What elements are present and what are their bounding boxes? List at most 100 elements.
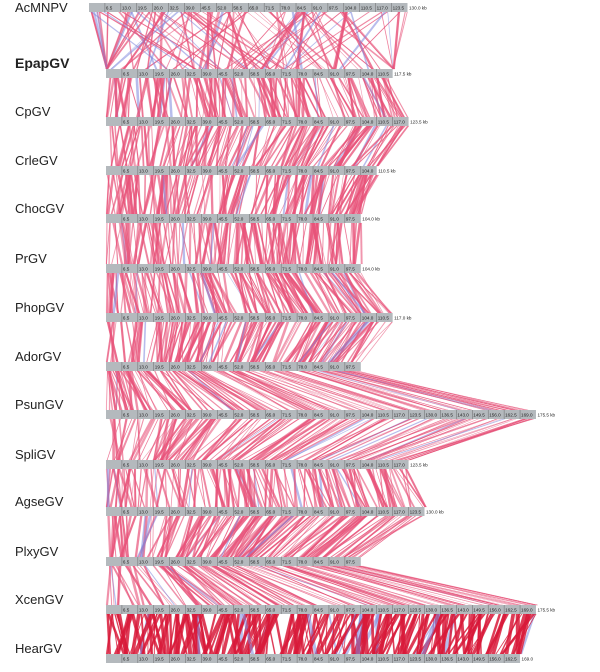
links-adorgv-psungv — [105, 370, 529, 411]
tick-label: 39.0 — [203, 413, 212, 418]
tick-label: 58.5 — [250, 413, 259, 418]
tick-label: 84.5 — [314, 267, 323, 272]
tick-label: 13.0 — [139, 72, 148, 77]
tick-label: 97.5 — [346, 365, 355, 370]
tick-label: 26.0 — [171, 72, 180, 77]
tick-label: 91.0 — [330, 316, 339, 321]
tick-label: 91.0 — [330, 463, 339, 468]
tick-label: 58.5 — [250, 217, 259, 222]
tick-label: 136.5 — [441, 608, 453, 613]
genome-name-agsegv: AgseGV — [15, 494, 64, 509]
tick-label: 84.5 — [314, 560, 323, 565]
direct-match-link — [213, 77, 217, 118]
tick-label: 65.0 — [266, 657, 275, 662]
tick-label: 78.0 — [298, 560, 307, 565]
tick-label: 97.5 — [346, 510, 355, 515]
tick-label: 65.0 — [266, 365, 275, 370]
direct-match-link — [117, 565, 120, 606]
tick-label: 104.0 — [345, 6, 357, 11]
tick-label: 58.5 — [250, 72, 259, 77]
tick-label: 84.5 — [314, 316, 323, 321]
tick-label: 143.0 — [457, 657, 469, 662]
tick-label: 45.5 — [218, 217, 227, 222]
tick-label: 104.0 — [362, 510, 374, 515]
tick-label: 97.5 — [346, 316, 355, 321]
tick-label: 84.5 — [314, 413, 323, 418]
direct-match-link — [210, 174, 214, 215]
genome-size-label: 175.5 kb — [537, 608, 555, 613]
direct-match-link — [295, 77, 298, 118]
tick-label: 104.0 — [362, 463, 374, 468]
tick-label: 110.5 — [378, 463, 390, 468]
tick-label: 110.5 — [378, 657, 390, 662]
tick-label: 71.5 — [265, 6, 274, 11]
tick-label: 78.0 — [298, 316, 307, 321]
direct-match-link — [107, 515, 112, 558]
tick-label: 71.5 — [282, 608, 291, 613]
tick-label: 45.5 — [218, 72, 227, 77]
tick-label: 39.0 — [203, 267, 212, 272]
tick-label: 19.5 — [155, 72, 164, 77]
inverted-match-link — [167, 77, 173, 118]
links-prgv-phopgv — [105, 272, 393, 314]
tick-label: 52.0 — [234, 413, 243, 418]
tick-label: 39.0 — [203, 657, 212, 662]
tick-label: 91.0 — [330, 413, 339, 418]
genome-name-chocgv: ChocGV — [15, 201, 64, 216]
tick-label: 84.5 — [297, 6, 306, 11]
tick-label: 117.0 — [394, 510, 406, 515]
tick-label: 6.5 — [123, 365, 130, 370]
tick-label: 39.0 — [186, 6, 195, 11]
tick-label: 84.5 — [314, 120, 323, 125]
tick-label: 32.5 — [187, 120, 196, 125]
tick-label: 19.5 — [155, 365, 164, 370]
tick-label: 110.5 — [378, 120, 390, 125]
links-chocgv-prgv — [105, 222, 363, 265]
genome-size-label: 117.0 kb — [394, 316, 412, 321]
tick-label: 6.5 — [106, 6, 113, 11]
tick-label: 91.0 — [330, 608, 339, 613]
tick-label: 91.0 — [330, 510, 339, 515]
tick-label: 39.0 — [203, 169, 212, 174]
tick-label: 26.0 — [171, 510, 180, 515]
links-crlegv-chocgv — [105, 174, 380, 215]
tick-label: 97.5 — [346, 463, 355, 468]
tick-label: 26.0 — [171, 120, 180, 125]
tick-label: 117.0 — [377, 6, 389, 11]
genome-bar-spligv — [106, 460, 409, 469]
tick-label: 78.0 — [298, 608, 307, 613]
genome-bar-xcengv — [106, 605, 536, 614]
tick-label: 45.5 — [218, 608, 227, 613]
tick-label: 6.5 — [123, 120, 130, 125]
tick-label: 71.5 — [282, 365, 291, 370]
tick-label: 6.5 — [123, 267, 130, 272]
tick-label: 39.0 — [203, 120, 212, 125]
tick-label: 123.5 — [393, 6, 405, 11]
tick-label: 19.5 — [155, 217, 164, 222]
direct-match-link — [253, 77, 257, 118]
tick-label: 58.5 — [250, 657, 259, 662]
tick-label: 91.0 — [330, 267, 339, 272]
genome-name-acmnpv: AcMNPV — [15, 0, 68, 15]
tick-label: 136.5 — [441, 657, 453, 662]
tick-label: 13.0 — [139, 365, 148, 370]
tick-label: 32.5 — [187, 657, 196, 662]
genome-bar-psungv — [106, 410, 536, 419]
tick-label: 58.5 — [250, 169, 259, 174]
tick-label: 110.5 — [378, 413, 390, 418]
genome-name-psungv: PsunGV — [15, 397, 64, 412]
tick-label: 52.0 — [234, 510, 243, 515]
tick-label: 123.5 — [410, 510, 422, 515]
tick-label: 84.5 — [314, 608, 323, 613]
tick-label: 52.0 — [234, 316, 243, 321]
tick-label: 71.5 — [282, 169, 291, 174]
tick-label: 65.0 — [266, 120, 275, 125]
tick-label: 13.0 — [139, 413, 148, 418]
tick-label: 32.5 — [187, 316, 196, 321]
tick-label: 45.5 — [218, 510, 227, 515]
direct-match-link — [105, 11, 109, 70]
tick-label: 13.0 — [139, 267, 148, 272]
tick-label: 84.5 — [314, 463, 323, 468]
tick-label: 52.0 — [234, 169, 243, 174]
tick-label: 39.0 — [203, 316, 212, 321]
